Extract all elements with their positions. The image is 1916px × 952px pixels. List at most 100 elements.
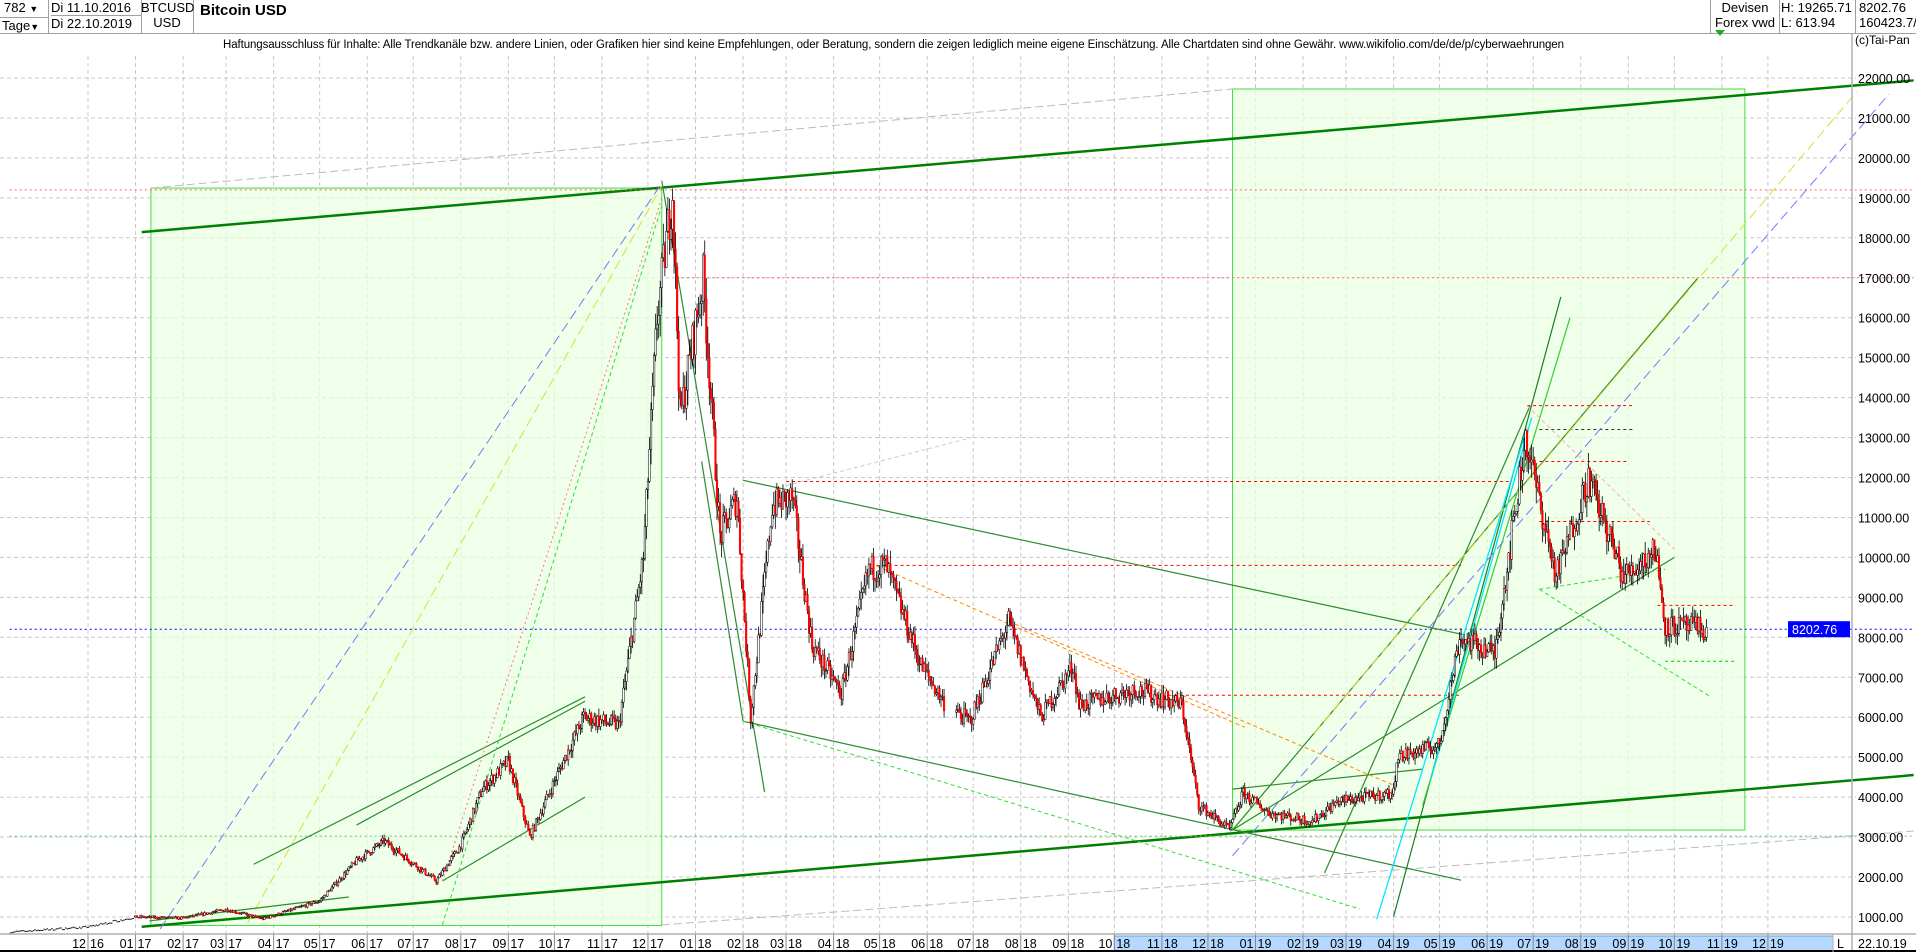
candle xyxy=(1315,812,1318,823)
candle-body xyxy=(1486,651,1489,658)
date-range[interactable]: Di 11.10.2016 Di 22.10.2019 xyxy=(48,0,142,33)
candle xyxy=(811,617,814,653)
candle xyxy=(1145,678,1148,690)
candle-body xyxy=(255,915,258,918)
candle xyxy=(1308,821,1311,828)
candle xyxy=(436,876,439,886)
candle-body xyxy=(1579,512,1582,520)
candle xyxy=(1094,688,1097,696)
bars-selector[interactable]: 782 ▼ Tage▼ xyxy=(0,0,49,33)
candle-body xyxy=(1255,797,1259,804)
candle xyxy=(1518,460,1521,506)
candle-body xyxy=(673,200,676,250)
candle xyxy=(1298,815,1302,826)
x-tick-label-year: 17 xyxy=(415,937,429,951)
candle-body xyxy=(1525,430,1529,458)
candle-body xyxy=(1375,795,1378,801)
candle-body xyxy=(746,651,749,660)
y-tick-label: 22000.00 xyxy=(1858,72,1910,86)
candle xyxy=(341,877,344,881)
candle xyxy=(1607,534,1610,552)
candle-body xyxy=(1372,792,1375,798)
candle xyxy=(896,588,900,595)
candle xyxy=(1535,462,1538,503)
candle-body xyxy=(1102,697,1105,705)
candle xyxy=(1555,572,1558,590)
x-tick-label-month: 06 xyxy=(1471,937,1485,951)
candle xyxy=(791,479,794,509)
x-tick-label-month: 09 xyxy=(492,937,506,951)
candle xyxy=(728,508,731,533)
candle-body xyxy=(1539,492,1542,511)
candle xyxy=(1578,512,1581,536)
candle-body xyxy=(765,561,768,573)
candle xyxy=(1338,801,1341,808)
candle xyxy=(752,685,755,716)
candle xyxy=(1647,547,1650,578)
candle xyxy=(464,831,467,835)
candle-body xyxy=(608,723,611,726)
candle xyxy=(1550,543,1553,569)
candle-body xyxy=(1140,686,1144,695)
candle xyxy=(542,802,545,818)
candle-body xyxy=(1541,510,1544,530)
candle xyxy=(740,553,743,589)
candle-body xyxy=(1182,701,1185,720)
x-tick-label-year: 17 xyxy=(556,937,570,951)
trend-line xyxy=(441,205,663,926)
candle-body xyxy=(781,491,785,510)
candle xyxy=(584,708,587,719)
candle xyxy=(757,626,760,664)
candle xyxy=(646,477,650,500)
axes: 1000.00 2000.00 3000.00 4000.00 5000.00 6000.… xyxy=(0,33,1916,952)
trend-line xyxy=(1323,405,1531,874)
candle xyxy=(579,724,582,735)
candle xyxy=(508,752,511,775)
candle-body xyxy=(1357,797,1360,802)
candle xyxy=(1240,786,1243,809)
candle-body xyxy=(493,775,496,784)
candle xyxy=(636,589,639,602)
candle-body xyxy=(854,626,857,632)
candle xyxy=(1624,563,1627,591)
trend-line xyxy=(785,437,972,486)
candle-body xyxy=(1644,553,1647,568)
y-tick-label: 12000.00 xyxy=(1858,472,1910,486)
candle-body xyxy=(367,850,370,853)
candle xyxy=(989,659,992,690)
candle-body xyxy=(852,630,855,652)
candle xyxy=(665,208,668,269)
low-value: L: 613.94 xyxy=(1781,15,1836,30)
candle-body xyxy=(966,712,969,717)
candle xyxy=(1573,524,1576,551)
candle xyxy=(1541,501,1544,543)
candle-body xyxy=(973,701,976,720)
candle xyxy=(999,629,1002,646)
candle xyxy=(777,486,780,508)
candle-body xyxy=(1058,682,1061,696)
candle-body xyxy=(1611,533,1615,547)
bars-count: 782 xyxy=(4,0,26,15)
candle-body xyxy=(651,385,654,410)
x-tick-label-year: 19 xyxy=(1770,937,1784,951)
candle-body xyxy=(567,749,570,761)
candle xyxy=(1232,808,1236,820)
candle xyxy=(1447,692,1450,715)
candle-body xyxy=(712,402,715,430)
candle xyxy=(1611,521,1615,550)
candle-body xyxy=(1432,749,1435,755)
candle-body xyxy=(467,823,470,830)
candle-body xyxy=(1035,696,1038,699)
candle-body xyxy=(706,343,709,359)
candle-body xyxy=(1262,810,1265,812)
candle-body xyxy=(1585,496,1588,503)
candle xyxy=(1549,538,1552,559)
candle xyxy=(1059,680,1062,686)
candle-body xyxy=(1363,792,1366,802)
candle-body xyxy=(1143,683,1147,697)
candle xyxy=(545,790,548,801)
candle xyxy=(591,718,594,729)
candle xyxy=(372,846,375,854)
candle-body xyxy=(674,248,677,268)
